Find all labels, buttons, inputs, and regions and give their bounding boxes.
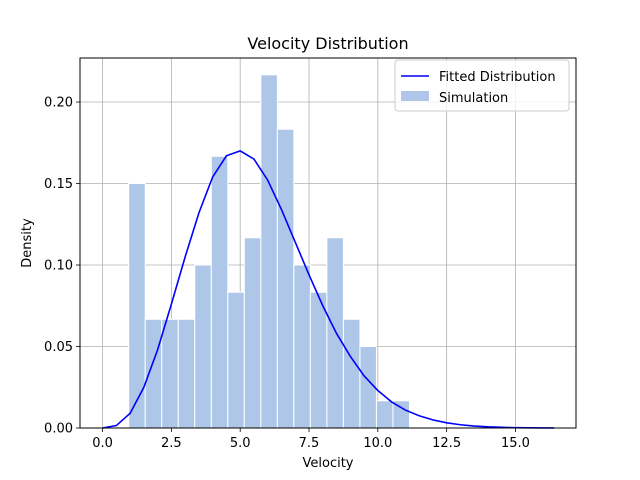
histogram-bar xyxy=(227,291,245,429)
histogram-bar xyxy=(342,318,361,429)
x-tick-label: 2.5 xyxy=(161,436,182,451)
y-tick-label: 0.00 xyxy=(44,422,73,437)
x-tick-label: 5.0 xyxy=(230,436,251,451)
legend-label-simulation: Simulation xyxy=(439,91,508,106)
histogram-bar xyxy=(144,318,163,429)
x-tick-label: 0.0 xyxy=(92,436,113,451)
fitted-distribution-line xyxy=(102,150,554,429)
x-axis-ticks: 0.0 2.5 5.0 7.5 10.0 12.5 15.0 xyxy=(92,428,530,451)
y-tick-label: 0.05 xyxy=(44,340,73,355)
x-tick-label: 12.5 xyxy=(432,436,461,451)
chart-title: Velocity Distribution xyxy=(247,34,408,53)
x-tick-label: 15.0 xyxy=(501,436,530,451)
x-tick-label: 10.0 xyxy=(363,436,392,451)
y-axis-label: Density xyxy=(20,218,35,268)
histogram-bar xyxy=(276,128,295,429)
x-tick-label: 7.5 xyxy=(299,436,320,451)
legend: Fitted Distribution Simulation xyxy=(394,59,570,112)
histogram-bar xyxy=(128,183,146,429)
legend-label-fitted: Fitted Distribution xyxy=(439,70,556,85)
histogram-bars xyxy=(128,74,410,429)
histogram-bar xyxy=(177,318,196,429)
histogram-bar xyxy=(375,400,394,429)
y-tick-label: 0.15 xyxy=(44,177,73,192)
y-tick-label: 0.20 xyxy=(44,96,73,111)
histogram-bar xyxy=(161,318,179,429)
plot-frame xyxy=(79,57,577,429)
legend-bar-swatch xyxy=(401,91,429,101)
x-axis-label: Velocity xyxy=(303,456,354,471)
y-axis-ticks: 0.00 0.05 0.10 0.15 0.20 xyxy=(44,96,80,437)
histogram-bar xyxy=(194,264,212,429)
histogram-bar xyxy=(243,237,262,429)
y-tick-label: 0.10 xyxy=(44,259,73,274)
histogram-bar xyxy=(210,155,229,429)
legend-frame xyxy=(394,59,570,112)
histogram-bar xyxy=(293,264,311,429)
histogram-bar xyxy=(309,291,328,429)
histogram-bar xyxy=(326,237,344,429)
histogram-bar xyxy=(260,74,278,429)
